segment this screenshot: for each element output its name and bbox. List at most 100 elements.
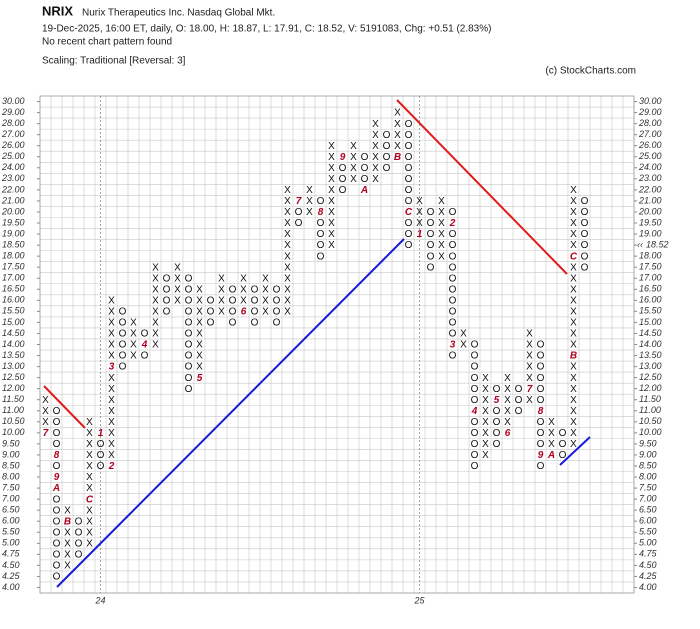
month-marker: 7 [43, 428, 49, 439]
y-tick-label: 13.00 [2, 361, 25, 371]
o-box: O [405, 141, 413, 152]
x-box: X [548, 428, 555, 439]
x-box: X [438, 251, 445, 262]
x-box: X [328, 141, 335, 152]
o-box: O [471, 362, 479, 373]
o-box: O [251, 318, 259, 329]
y-tick-label: 19.50 [639, 217, 662, 227]
o-box: O [471, 340, 479, 351]
o-box: O [405, 130, 413, 141]
o-box: O [581, 229, 589, 240]
o-box: O [449, 251, 457, 262]
x-box: X [284, 251, 291, 262]
o-box: O [53, 461, 61, 472]
o-box: O [185, 384, 193, 395]
x-box: X [196, 362, 203, 373]
o-box: O [449, 351, 457, 362]
o-box: O [53, 505, 61, 516]
x-box: X [108, 307, 115, 318]
y-tick-label: 18.00 [639, 251, 662, 261]
x-box: X [482, 395, 489, 406]
month-marker: 5 [494, 395, 500, 406]
o-box: O [383, 152, 391, 163]
x-box: X [130, 351, 137, 362]
o-box: O [185, 340, 193, 351]
o-box: O [53, 538, 61, 549]
o-box: O [405, 196, 413, 207]
x-box: X [108, 318, 115, 329]
x-box: X [416, 218, 423, 229]
month-marker: 7 [296, 196, 302, 207]
x-box: X [482, 450, 489, 461]
month-marker: 6 [505, 428, 511, 439]
o-box: O [471, 450, 479, 461]
o-box: O [295, 207, 303, 218]
x-box: X [284, 185, 291, 196]
o-box: O [75, 538, 83, 549]
x-box: X [240, 295, 247, 306]
y-tick-label: 10.50 [639, 416, 662, 426]
x-box: X [64, 561, 71, 572]
y-tick-label: 7.00 [2, 493, 20, 503]
x-box: X [438, 218, 445, 229]
x-box: X [526, 362, 533, 373]
x-box: X [482, 439, 489, 450]
x-box: X [504, 417, 511, 428]
x-box: X [130, 318, 137, 329]
x-box: X [328, 163, 335, 174]
x-box: X [86, 461, 93, 472]
x-box: X [372, 119, 379, 130]
x-box: X [284, 262, 291, 273]
o-box: O [53, 428, 61, 439]
y-tick-label: 9.50 [2, 438, 20, 448]
x-box: X [570, 362, 577, 373]
o-box: O [339, 163, 347, 174]
x-box: X [240, 273, 247, 284]
o-box: O [537, 362, 545, 373]
o-box: O [559, 439, 567, 450]
o-box: O [537, 461, 545, 472]
x-box: X [196, 340, 203, 351]
o-box: O [163, 295, 171, 306]
x-box: X [570, 307, 577, 318]
y-tick-label: 8.00 [639, 471, 657, 481]
o-box: O [141, 351, 149, 362]
x-box: X [108, 406, 115, 417]
x-box: X [262, 273, 269, 284]
y-tick-label: 23.00 [638, 173, 662, 183]
o-box: O [449, 329, 457, 340]
x-box: X [262, 284, 269, 295]
o-box: O [383, 163, 391, 174]
o-box: O [471, 351, 479, 362]
plot: XXX7OOOO8O9AOOOOOOOOXBXXXXOOOOXXXXXXXCXX… [42, 108, 588, 583]
y-tick-label: 12.50 [639, 372, 662, 382]
x-box: X [548, 417, 555, 428]
o-box: O [97, 461, 105, 472]
month-marker: A [360, 185, 368, 196]
o-box: O [493, 406, 501, 417]
y-tick-label: 14.50 [639, 328, 662, 338]
month-marker: 8 [318, 207, 324, 218]
o-box: O [383, 141, 391, 152]
o-box: O [493, 384, 501, 395]
x-box: X [570, 329, 577, 340]
y-tick-label: 8.50 [2, 460, 20, 470]
x-box: X [350, 141, 357, 152]
o-box: O [427, 229, 435, 240]
o-box: O [229, 295, 237, 306]
o-box: O [427, 207, 435, 218]
o-box: O [537, 417, 545, 428]
o-box: O [53, 439, 61, 450]
quote-info: 19-Dec-2025, 16:00 ET, daily, O: 18.00, … [42, 24, 491, 35]
o-box: O [185, 373, 193, 384]
o-box: O [493, 428, 501, 439]
o-box: O [471, 439, 479, 450]
y-tick-label: 14.00 [2, 339, 25, 349]
o-box: O [185, 362, 193, 373]
x-box: X [108, 417, 115, 428]
x-box: X [284, 295, 291, 306]
o-box: O [53, 572, 61, 583]
o-box: O [471, 428, 479, 439]
o-box: O [317, 240, 325, 251]
x-box: X [570, 273, 577, 284]
